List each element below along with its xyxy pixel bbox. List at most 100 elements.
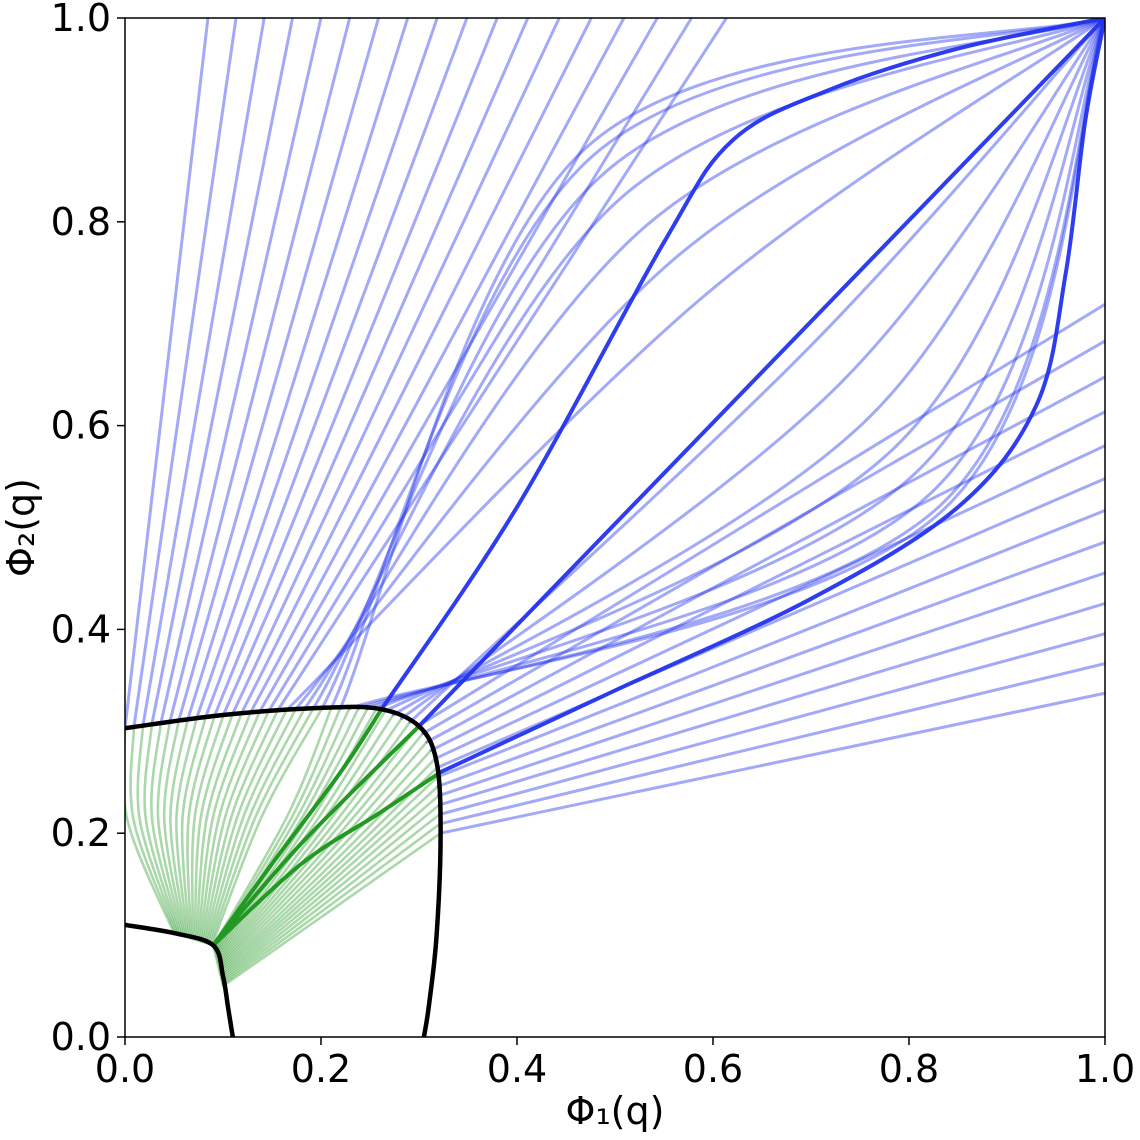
outer-trajectory [436, 540, 1105, 788]
outer-trajectory [141, 18, 266, 728]
y-tick-label: 0.0 [51, 1015, 111, 1059]
inner-trajectory [212, 706, 333, 948]
outer-trajectory [186, 18, 410, 722]
x-axis: 0.0 0.2 0.4 0.6 0.8 1.0 [95, 1037, 1135, 1091]
outer-trajectory [416, 302, 1105, 728]
inner-trajectory [207, 707, 306, 946]
y-axis: 0.0 0.2 0.4 0.6 0.8 1.0 [51, 0, 125, 1059]
outer-trajectory [248, 18, 626, 715]
inner-trajectory [214, 709, 387, 959]
x-axis-label: Φ₁(q) [566, 1089, 665, 1133]
outer-trajectory [400, 18, 1105, 720]
highlighted-curves [211, 18, 1105, 948]
inner-trajectory [210, 706, 324, 947]
inner-trajectory [219, 794, 440, 981]
highlighted-inner-curve [211, 706, 384, 948]
outer-trajectory [168, 18, 352, 724]
outer-trajectory [374, 18, 1105, 711]
x-tick-label: 0.2 [291, 1047, 351, 1091]
highlighted-inner-curve [211, 770, 443, 948]
x-tick-label: 0.0 [95, 1047, 155, 1091]
outer-trajectory [338, 18, 1105, 710]
inner-trajectory [175, 717, 198, 939]
highlighted-outer-curve [379, 18, 1105, 711]
outer-trajectory [429, 410, 1105, 752]
boundary-inner [125, 922, 236, 1037]
boundary-outer [125, 704, 443, 1037]
outer-trajectory [436, 508, 1105, 779]
outer-trajectory [437, 601, 1105, 807]
y-axis-label: Φ₂(q) [0, 478, 43, 577]
highlighted-outer-curve [417, 18, 1105, 729]
inner-trajectory [136, 724, 179, 936]
inner-trajectory [216, 724, 420, 966]
x-tick-label: 0.8 [879, 1047, 939, 1091]
inner-trajectory [221, 822, 442, 986]
inner-trajectory [217, 749, 433, 971]
outer-trajectory [365, 18, 1105, 711]
x-tick-label: 1.0 [1075, 1047, 1135, 1091]
outer-trajectory [239, 18, 593, 716]
outer-trajectory [284, 18, 1105, 712]
inner-trajectory [129, 725, 177, 935]
outer-trajectory [266, 18, 694, 714]
inner-trajectory [186, 714, 216, 940]
outer-trajectory [177, 18, 381, 723]
outer-trajectory [439, 691, 1105, 835]
inner-trajectory [220, 803, 441, 982]
outer-trajectory [347, 18, 1105, 710]
outer-trajectory [391, 18, 1105, 717]
inner-trajectory [203, 709, 288, 945]
outer-trajectory [230, 18, 561, 716]
outer-trajectory [438, 662, 1105, 826]
inner-trajectory [202, 709, 279, 944]
outer-trajectory [302, 18, 1105, 711]
outer-trajectory [150, 18, 295, 727]
outer-trajectory [437, 571, 1105, 798]
outer-trajectory [421, 339, 1105, 736]
highlighted-inner-curve [211, 724, 421, 948]
inner-trajectory [196, 711, 252, 942]
outer-trajectory [425, 375, 1105, 744]
outer-trajectory [204, 18, 469, 719]
inner-trajectory [209, 707, 315, 946]
inner-trajectory [216, 720, 412, 964]
plot-area [125, 18, 1105, 988]
outer-trajectory [212, 18, 499, 718]
inner-trajectory [190, 713, 225, 941]
outer-trajectory [221, 18, 530, 717]
outer-trajectory [438, 632, 1105, 816]
highlighted-outer-curve [438, 18, 1105, 775]
inner-trajectory [125, 726, 176, 935]
inner-trajectory [219, 785, 440, 979]
x-tick-label: 0.6 [683, 1047, 743, 1091]
inner-trajectory [220, 813, 441, 984]
outer-trajectory [356, 18, 1105, 710]
inner-trajectory [205, 708, 297, 945]
y-tick-label: 0.6 [51, 404, 111, 448]
y-tick-label: 0.8 [51, 200, 111, 244]
outer-trajectory [329, 18, 1105, 710]
plot-frame [124, 17, 1106, 1038]
inner-trajectory [217, 740, 429, 970]
inner-trajectory [162, 719, 186, 938]
inner-trajectory [143, 723, 181, 936]
inner-trajectory [215, 717, 403, 962]
outer-trajectory [433, 444, 1105, 761]
inner-trajectory [198, 711, 261, 943]
outer-trajectory [257, 18, 660, 714]
outer-trajectory [311, 18, 1105, 710]
outer-trajectory [195, 18, 439, 721]
inner-trajectory [195, 712, 243, 942]
inner-trajectory [150, 722, 183, 937]
y-tick-label: 0.2 [51, 811, 111, 855]
inner-trajectory [221, 831, 442, 988]
outer-trajectory [293, 18, 1105, 712]
inner-trajectory [180, 716, 207, 940]
outer-trajectory [275, 18, 729, 713]
y-tick-label: 1.0 [51, 0, 111, 40]
inner-trajectory [219, 775, 439, 977]
outer-trajectory [159, 18, 323, 725]
inner-trajectory [218, 757, 437, 973]
